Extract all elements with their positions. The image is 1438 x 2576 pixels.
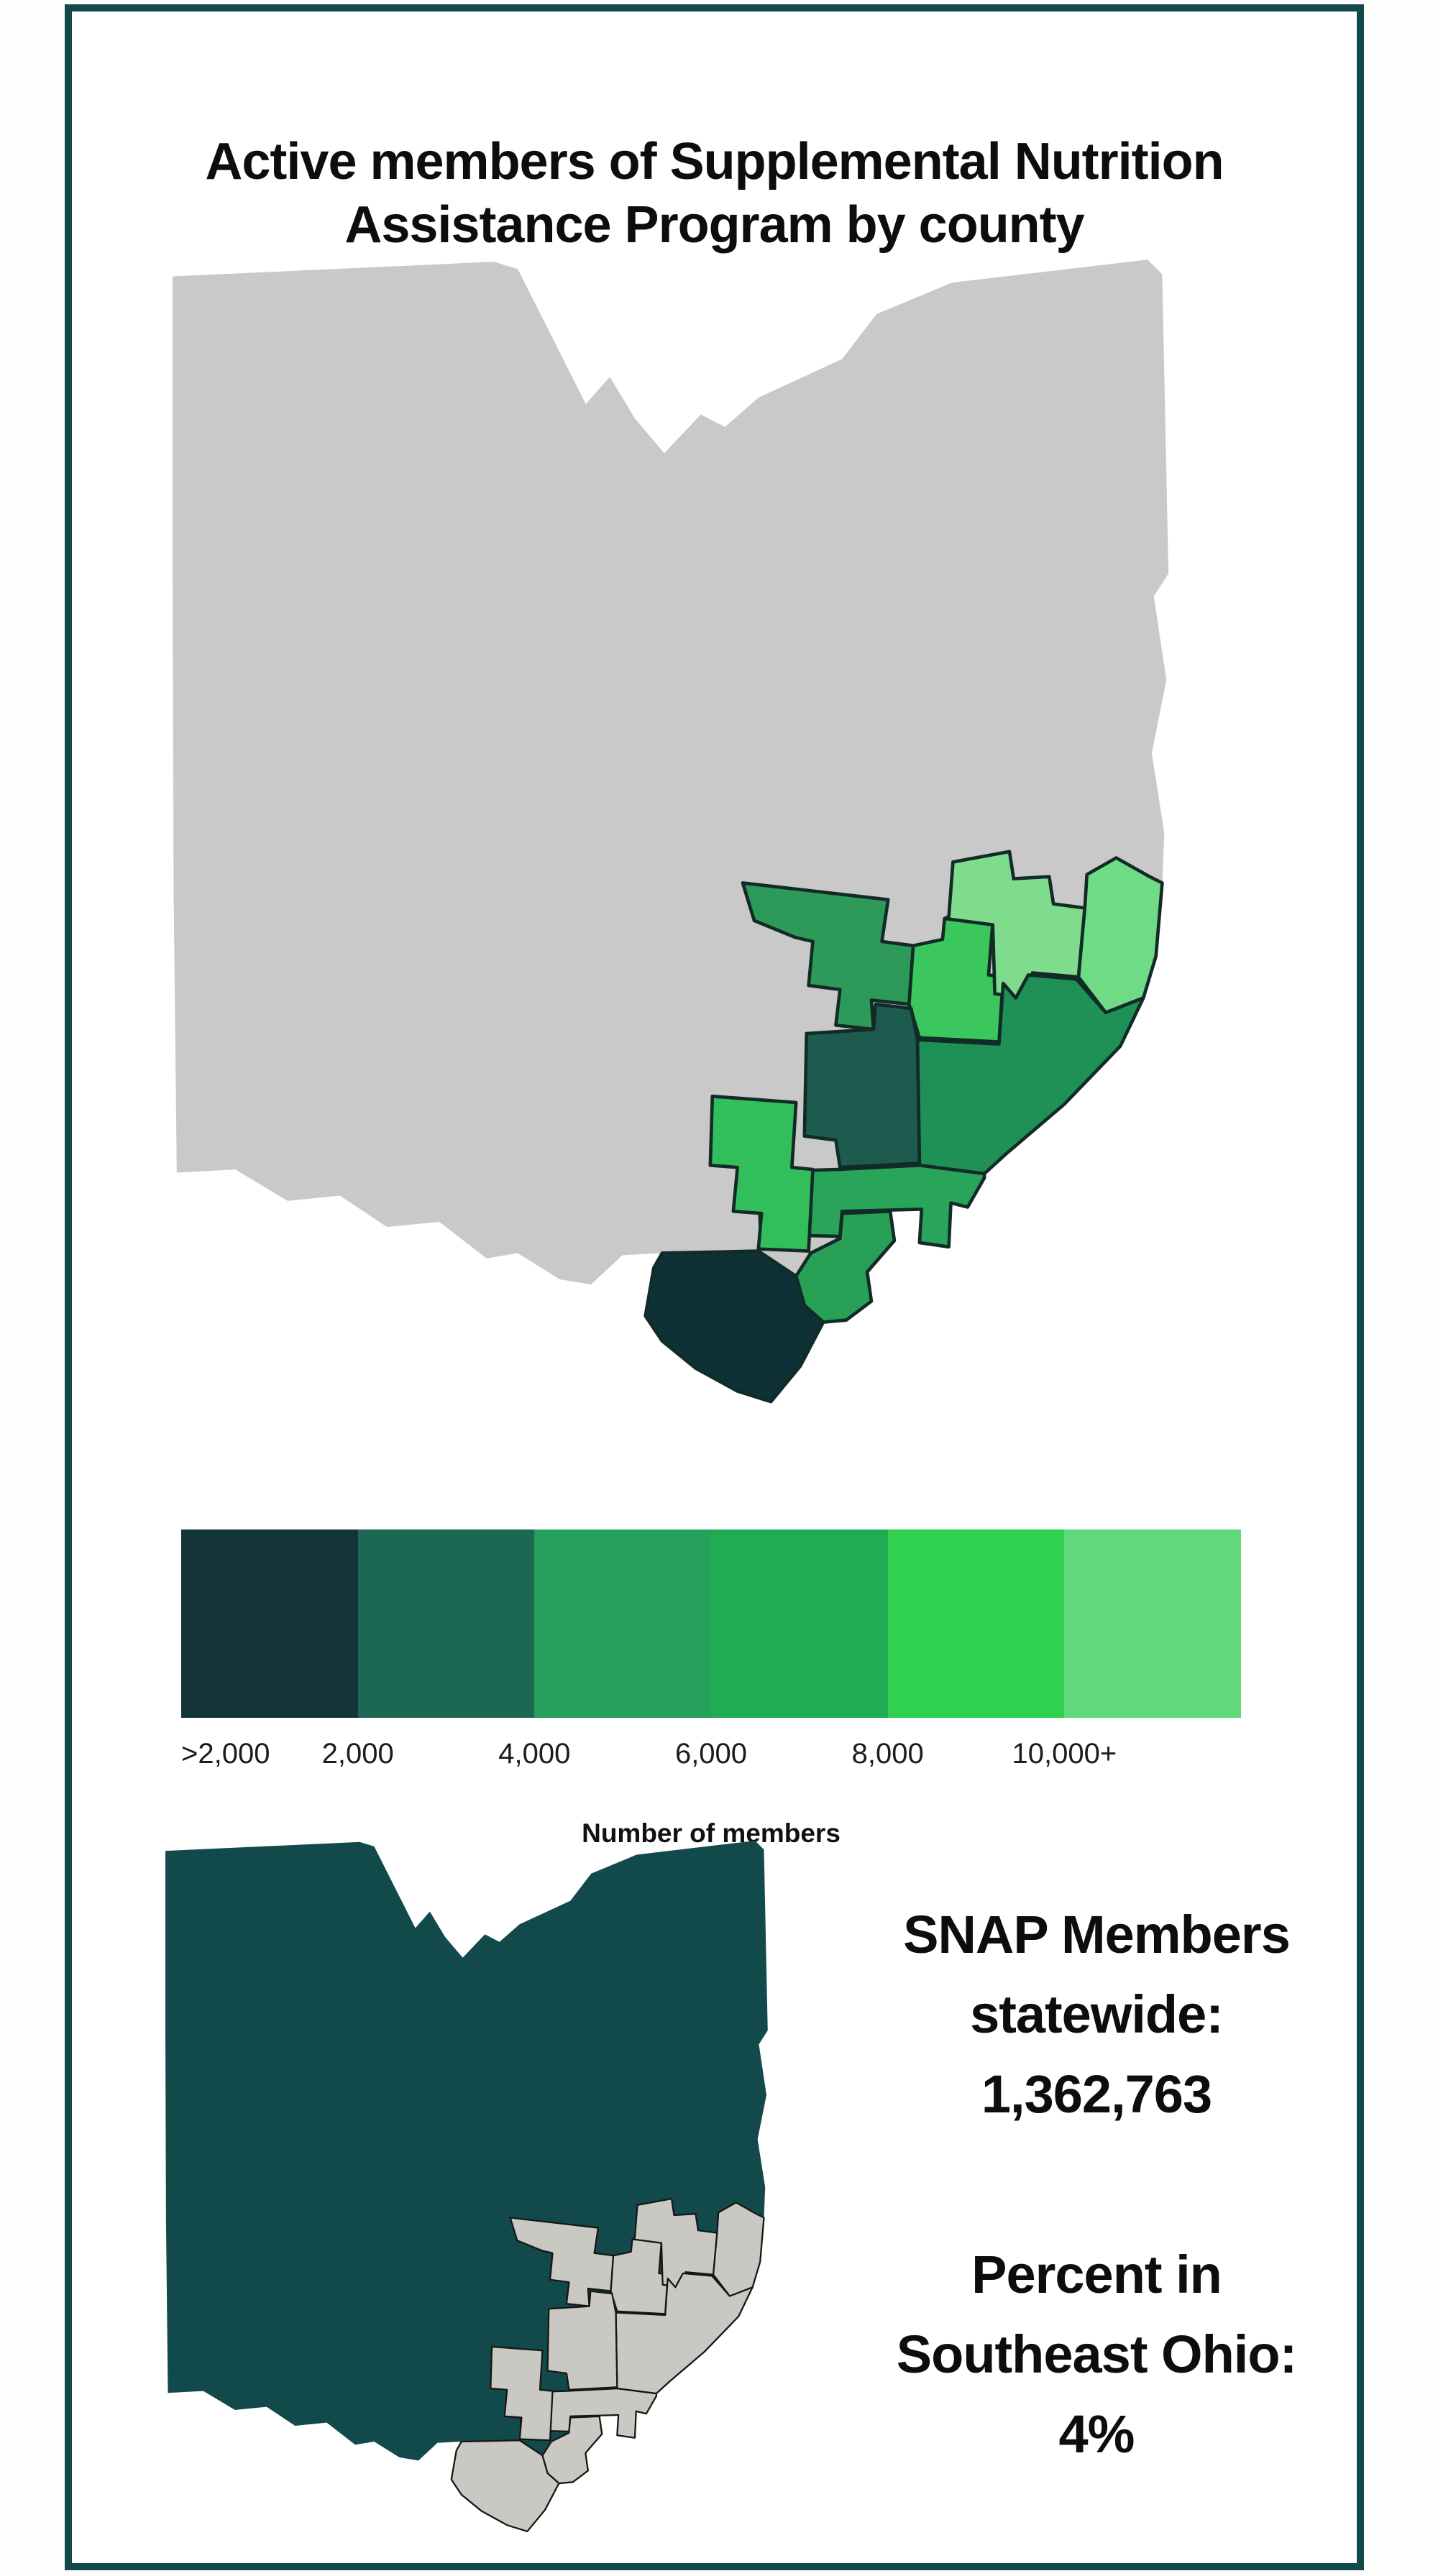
legend-swatch (534, 1530, 712, 1718)
legend-color-bar (181, 1530, 1242, 1718)
title-line-2: Assistance Program by county (344, 196, 1084, 254)
county-8-shape (490, 2345, 554, 2442)
county-1-shape (741, 881, 915, 1031)
region-highlight-map-ohio (165, 1841, 798, 2536)
county-4-shape (712, 2202, 765, 2297)
legend-tick-label: >2,000 (181, 1738, 270, 1770)
region-highlight-map-svg (165, 1841, 768, 2533)
county-8-shape (708, 1094, 815, 1253)
stat-line: statewide: (970, 1984, 1224, 2044)
stat-line: SNAP Members (903, 1905, 1291, 1964)
legend-swatch (1064, 1530, 1242, 1718)
legend-swatch (357, 1530, 535, 1718)
title-line-1: Active members of Supplemental Nutrition (205, 133, 1224, 191)
choropleth-map-svg (173, 259, 1169, 1404)
legend-tick-label: 4,000 (498, 1738, 571, 1770)
county-10-shape (450, 2439, 560, 2533)
legend-swatch (711, 1530, 888, 1718)
frame-border: Active members of Supplemental Nutrition… (65, 4, 1364, 2570)
legend-tick-label: 2,000 (321, 1738, 394, 1770)
statistics-panel: SNAP Members statewide: 1,362,763 Percen… (812, 1895, 1380, 2575)
legend: >2,000 2,000 4,000 6,000 8,000 10,000+ Number… (181, 1530, 1242, 1849)
legend-swatch (181, 1530, 358, 1718)
stat-value: 1,362,763 (981, 2064, 1212, 2124)
county-10-shape (644, 1249, 825, 1404)
page-title: Active members of Supplemental Nutrition… (101, 131, 1328, 257)
legend-tick-label: 10,000+ (1012, 1738, 1117, 1770)
county-5-shape (915, 973, 1145, 1176)
stat-value: 4% (1058, 2404, 1135, 2464)
state-outline-shape (165, 1841, 768, 2531)
state-outline-shape (173, 259, 1169, 1402)
county-5-shape (615, 2272, 754, 2395)
county-6-shape (546, 2290, 618, 2391)
legend-swatch (887, 1530, 1065, 1718)
legend-tick-labels: >2,000 2,000 4,000 6,000 8,000 10,000+ (181, 1738, 1241, 1788)
choropleth-map-ohio (173, 259, 1219, 1410)
stat-line: Southeast Ohio: (896, 2324, 1297, 2384)
county-4-shape (1076, 856, 1164, 1015)
stat-snap-statewide: SNAP Members statewide: 1,362,763 (812, 1895, 1380, 2134)
legend-tick-label: 8,000 (851, 1738, 924, 1770)
county-1-shape (509, 2217, 615, 2307)
legend-tick-label: 6,000 (674, 1738, 748, 1770)
legend-caption: Number of members (582, 1818, 841, 1848)
stat-line: Percent in (971, 2245, 1222, 2304)
county-6-shape (802, 1002, 922, 1169)
stat-percent-southeast: Percent in Southeast Ohio: 4% (812, 2235, 1380, 2474)
